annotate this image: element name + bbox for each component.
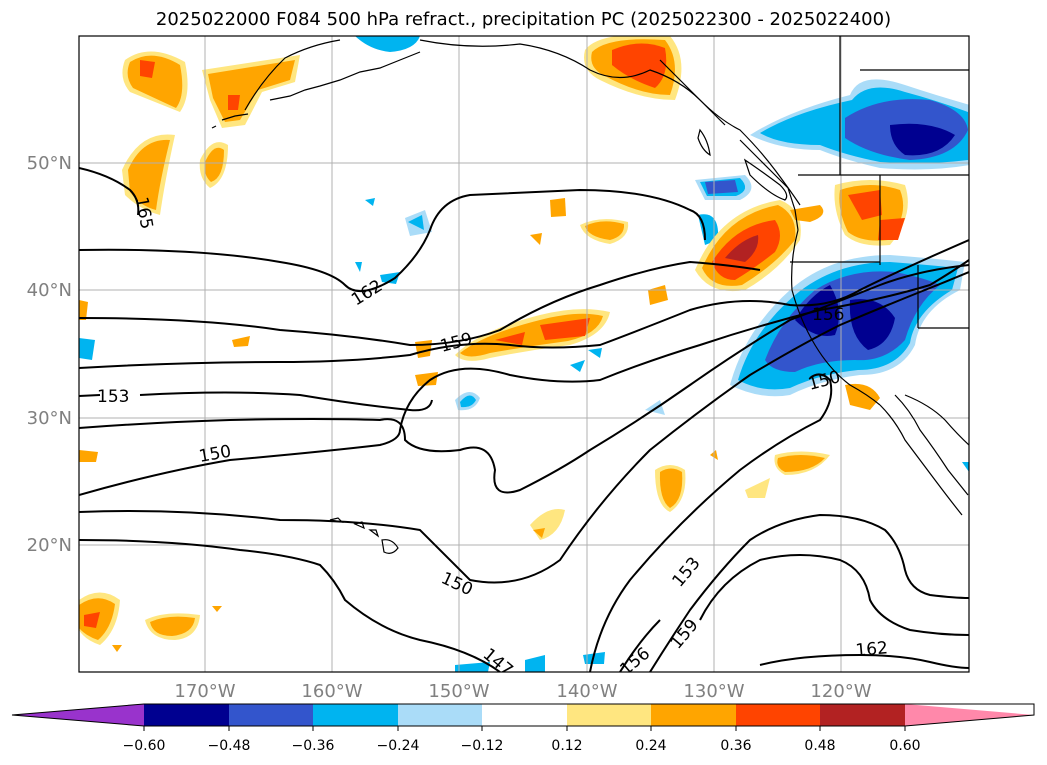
colorbar: −0.60 −0.48 −0.36 −0.24 −0.12 0.12 0.24 … xyxy=(11,703,1035,754)
lat-label-40n: 40°N xyxy=(27,280,72,301)
map-frame xyxy=(78,35,970,673)
map-title: 2025022000 F084 500 hPa refract., precip… xyxy=(155,9,892,30)
colorbar-tick-label: −0.60 xyxy=(123,738,166,754)
lon-label-120w: 120°W xyxy=(810,681,871,702)
lat-label-50n: 50°N xyxy=(27,153,72,174)
longitude-labels: 170°W 160°W 150°W 140°W 130°W 120°W xyxy=(174,681,871,702)
colorbar-segment xyxy=(313,704,398,726)
contour-label: 153 xyxy=(97,387,129,407)
lat-label-20n: 20°N xyxy=(27,535,72,556)
colorbar-tick-label: 0.48 xyxy=(804,738,835,754)
colorbar-segment xyxy=(567,704,651,726)
colorbar-tick-label: −0.24 xyxy=(377,738,420,754)
contour-label: 162 xyxy=(855,638,889,661)
coastlines xyxy=(211,36,969,554)
colorbar-segment xyxy=(482,704,567,726)
colorbar-segment xyxy=(651,704,736,726)
colorbar-tick-label: 0.24 xyxy=(635,738,666,754)
colorbar-tick-label: −0.12 xyxy=(461,738,504,754)
lon-label-150w: 150°W xyxy=(428,681,489,702)
lat-label-30n: 30°N xyxy=(27,408,72,429)
colorbar-extend-low xyxy=(12,704,144,726)
lon-label-130w: 130°W xyxy=(683,681,744,702)
lon-label-160w: 160°W xyxy=(301,681,362,702)
latitude-labels: 50°N 40°N 30°N 20°N xyxy=(27,153,72,556)
colorbar-segment xyxy=(229,704,313,726)
lon-label-140w: 140°W xyxy=(556,681,617,702)
colorbar-extend-high xyxy=(905,704,1034,726)
colorbar-tick-label: −0.48 xyxy=(208,738,251,754)
colorbar-segment xyxy=(736,704,820,726)
colorbar-tick-label: 0.36 xyxy=(720,738,751,754)
lon-label-170w: 170°W xyxy=(174,681,235,702)
colorbar-tick-label: 0.12 xyxy=(551,738,582,754)
colorbar-segment xyxy=(820,704,905,726)
colorbar-segment xyxy=(144,704,229,726)
graticule xyxy=(79,36,969,672)
height-contours xyxy=(79,167,969,672)
colorbar-tick-label: 0.60 xyxy=(889,738,920,754)
contour-label: 156 xyxy=(812,305,844,325)
colorbar-segment xyxy=(398,704,482,726)
colorbar-tick-label: −0.36 xyxy=(292,738,335,754)
